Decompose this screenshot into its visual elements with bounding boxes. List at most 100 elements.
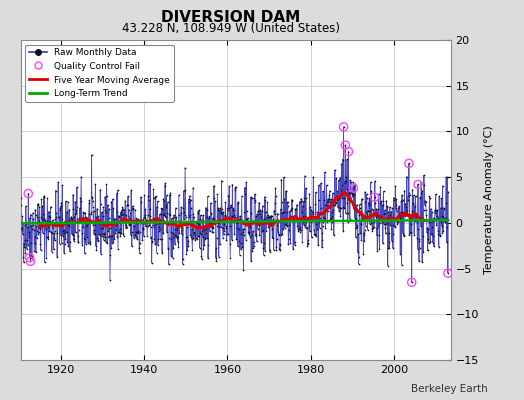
Point <box>134 216 142 222</box>
Point <box>427 230 435 237</box>
Point <box>172 227 181 234</box>
Point <box>99 204 107 210</box>
Point <box>53 254 61 260</box>
Point <box>422 207 430 214</box>
Point <box>115 229 124 236</box>
Point <box>269 247 278 253</box>
Point <box>61 236 70 242</box>
Point <box>420 198 429 204</box>
Point <box>249 238 258 245</box>
Point <box>127 229 136 236</box>
Point <box>36 225 44 232</box>
Point <box>296 228 304 235</box>
Point <box>47 229 56 235</box>
Point <box>230 212 238 218</box>
Point <box>340 124 348 130</box>
Point <box>319 219 328 226</box>
Point <box>352 234 360 240</box>
Point <box>27 211 35 218</box>
Point <box>441 218 449 225</box>
Point <box>356 220 365 227</box>
Point <box>44 233 52 240</box>
Point <box>53 230 62 236</box>
Point <box>198 217 206 223</box>
Point <box>190 230 199 236</box>
Point <box>313 209 322 215</box>
Point <box>406 192 414 199</box>
Point <box>433 207 441 213</box>
Point <box>275 232 283 238</box>
Point <box>178 230 186 237</box>
Point <box>48 217 57 224</box>
Point <box>112 227 120 234</box>
Point <box>301 213 309 219</box>
Point <box>124 193 132 200</box>
Point <box>204 215 213 221</box>
Point <box>379 188 388 195</box>
Point <box>270 208 279 214</box>
Point <box>90 230 98 237</box>
Point <box>321 169 329 176</box>
Point <box>233 200 242 206</box>
Point <box>396 209 405 216</box>
Point <box>216 224 225 230</box>
Point <box>275 231 283 237</box>
Point <box>162 192 171 199</box>
Point <box>382 198 390 204</box>
Point <box>146 180 155 187</box>
Point <box>183 247 192 254</box>
Point <box>106 252 115 258</box>
Point <box>39 194 48 200</box>
Point <box>348 190 357 197</box>
Point <box>211 221 220 227</box>
Point <box>403 207 411 213</box>
Point <box>49 220 57 226</box>
Point <box>63 209 71 215</box>
Point <box>360 232 368 238</box>
Point <box>78 218 86 224</box>
Point <box>336 174 344 181</box>
Point <box>209 229 217 235</box>
Point <box>136 217 145 223</box>
Point <box>403 211 412 217</box>
Point <box>242 237 250 243</box>
Text: DIVERSION DAM: DIVERSION DAM <box>161 10 300 25</box>
Point <box>188 236 196 242</box>
Point <box>92 243 100 249</box>
Point <box>166 211 174 218</box>
Point <box>335 205 344 211</box>
Point <box>199 212 208 218</box>
Point <box>200 227 208 233</box>
Point <box>364 199 373 206</box>
Point <box>104 215 113 221</box>
Point <box>37 214 45 220</box>
Point <box>290 212 298 219</box>
Point <box>80 219 88 226</box>
Point <box>93 235 101 242</box>
Point <box>139 233 148 240</box>
Point <box>286 212 294 219</box>
Point <box>313 226 321 232</box>
Point <box>256 206 264 213</box>
Point <box>309 208 317 215</box>
Point <box>24 190 32 197</box>
Point <box>219 225 227 231</box>
Point <box>370 219 378 226</box>
Point <box>289 246 297 252</box>
Point <box>121 217 129 224</box>
Point <box>149 186 158 193</box>
Point <box>369 212 377 218</box>
Point <box>359 251 367 257</box>
Point <box>373 225 381 231</box>
Point <box>412 213 420 220</box>
Point <box>56 206 64 213</box>
Point <box>128 203 137 209</box>
Point <box>334 177 343 183</box>
Point <box>398 197 407 203</box>
Point <box>389 194 398 201</box>
Point <box>56 204 64 211</box>
Point <box>255 232 264 239</box>
Point <box>277 176 286 183</box>
Point <box>19 254 28 260</box>
Point <box>138 224 147 231</box>
